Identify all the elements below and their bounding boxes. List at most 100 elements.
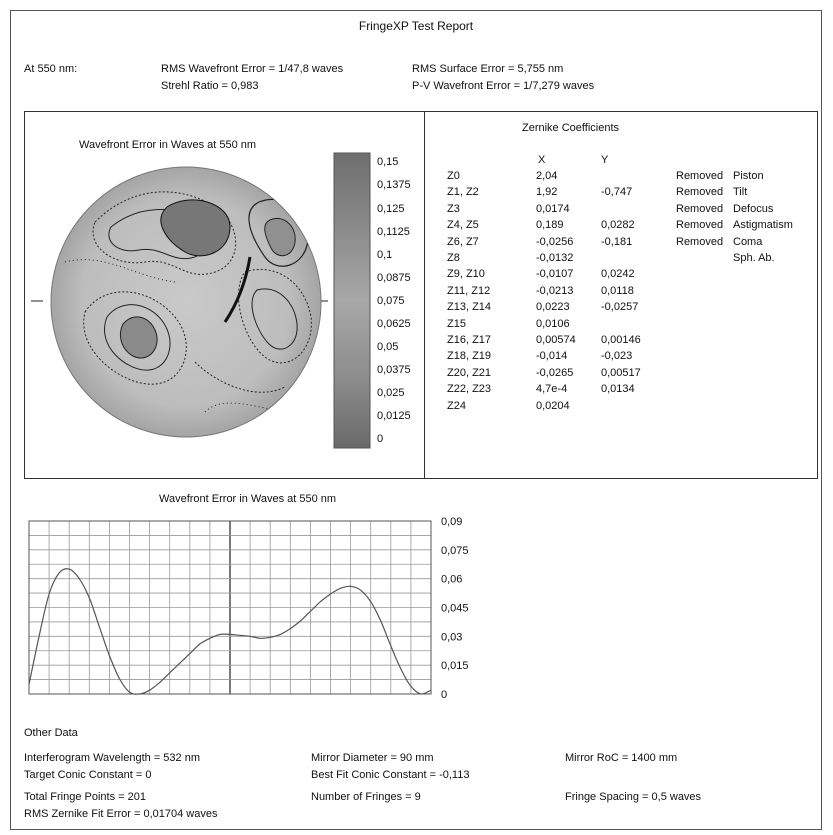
zernike-term: Z6, Z7 [447, 235, 479, 248]
strehl-ratio: Strehl Ratio = 0,983 [161, 80, 259, 92]
profile-chart-title: Wavefront Error in Waves at 550 nm [159, 493, 337, 505]
scale-label: 0,0125 [377, 410, 411, 422]
wavefront-map [31, 152, 371, 449]
zernike-term: Z0 [447, 170, 460, 182]
zernike-term: Z8 [447, 252, 460, 264]
zernike-x-value: 0,189 [536, 219, 564, 232]
zernike-y-value: -0,023 [601, 350, 633, 363]
zernike-x-value: -0,0256 [536, 235, 574, 248]
zernike-aberration-name: Piston [733, 170, 764, 182]
scale-label: 0,0625 [377, 318, 411, 330]
scale-label: 0,0375 [377, 364, 411, 376]
wavelength-label: At 550 nm: [24, 63, 78, 75]
rms-surface-error: RMS Surface Error = 5,755 nm [412, 63, 564, 75]
zernike-y-value: -0,181 [601, 235, 633, 248]
zernike-y-value: -0,0257 [601, 301, 639, 314]
y-tick-label: 0,075 [441, 545, 469, 557]
zernike-aberration-name: Coma [733, 235, 763, 248]
y-tick-label: 0,06 [441, 574, 462, 586]
zernike-x-value: -0,0213 [536, 284, 574, 297]
zernike-x-value: -0,0107 [536, 268, 574, 281]
scale-label: 0,15 [377, 156, 399, 168]
zernike-y-value: 0,0282 [601, 219, 635, 232]
zernike-x-value: 0,0204 [536, 399, 570, 412]
zernike-term: Z24 [447, 399, 466, 412]
scale-label: 0,1125 [377, 226, 410, 238]
zernike-x-value: 0,00574 [536, 334, 576, 346]
scale-label: 0,125 [377, 203, 405, 215]
pv-wavefront-error: P-V Wavefront Error = 1/7,279 waves [412, 80, 595, 92]
report-title: FringeXP Test Report [358, 19, 474, 33]
mirror-diameter: Mirror Diameter = 90 mm [311, 752, 434, 764]
zernike-x-value: -0,0132 [536, 252, 574, 264]
zernike-y-value: 0,00517 [601, 366, 641, 379]
zernike-term: Z4, Z5 [447, 219, 479, 232]
y-tick-label: 0,09 [441, 516, 462, 528]
wavefront-contours [64, 191, 312, 413]
zernike-y-value: 0,0242 [601, 268, 635, 281]
scale-label: 0 [377, 433, 384, 445]
zernike-x-value: 0,0174 [536, 202, 570, 215]
zernike-y-value: -0,747 [601, 186, 633, 199]
zernike-term: Z3 [447, 202, 460, 215]
scale-label: 0,05 [377, 341, 399, 353]
zernike-x-value: 0,0223 [536, 301, 570, 314]
total-fringe-points: Total Fringe Points = 201 [24, 791, 146, 803]
zernike-status: Removed [676, 219, 724, 232]
zernike-y-value: 0,0118 [601, 284, 634, 297]
zernike-term: Z18, Z19 [447, 350, 492, 363]
zernike-col-x: X [538, 154, 546, 166]
scale-label: 0,025 [377, 387, 405, 399]
wavefront-disc [50, 166, 322, 438]
scale-label: 0,1375 [377, 179, 411, 191]
zernike-status: Removed [676, 202, 724, 215]
profile-chart: 0,09 0,075 0,06 0,045 0,03 0,015 0 [28, 516, 469, 701]
zernike-aberration-name: Defocus [733, 202, 774, 215]
zernike-aberration-name: Astigmatism [733, 219, 793, 232]
zernike-col-y: Y [601, 154, 609, 166]
best-fit-conic-constant: Best Fit Conic Constant = -0,113 [311, 769, 470, 781]
zernike-y-value: 0,00146 [601, 334, 641, 346]
target-conic-constant: Target Conic Constant = 0 [24, 769, 152, 781]
zernike-term: Z9, Z10 [447, 268, 485, 281]
zernike-x-value: -0,014 [536, 350, 568, 363]
interferogram-wavelength: Interferogram Wavelength = 532 nm [24, 752, 200, 764]
other-data-title: Other Data [24, 727, 78, 739]
scale-label: 0,1 [377, 249, 393, 261]
rms-zernike-fit-error: RMS Zernike Fit Error = 0,01704 waves [24, 808, 218, 820]
zernike-x-value: 4,7e-4 [536, 383, 568, 396]
zernike-aberration-name: Tilt [733, 186, 748, 199]
scale-label: 0,075 [377, 295, 405, 307]
scale-label: 0,0875 [377, 272, 411, 284]
number-of-fringes: Number of Fringes = 9 [311, 791, 421, 803]
zernike-x-value: 0,0106 [536, 317, 570, 330]
zernike-y-value: 0,0134 [601, 383, 635, 396]
fringe-spacing: Fringe Spacing = 0,5 waves [565, 791, 702, 803]
mirror-roc: Mirror RoC = 1400 mm [565, 752, 678, 764]
profile-series-line [28, 568, 432, 695]
rms-wavefront-error: RMS Wavefront Error = 1/47,8 waves [161, 63, 344, 75]
panel-divider [424, 112, 425, 478]
zernike-status: Removed [676, 170, 724, 182]
y-tick-label: 0,03 [441, 631, 462, 643]
zernike-x-value: 1,92 [536, 186, 558, 199]
y-tick-label: 0,015 [441, 660, 469, 672]
wavefront-map-title: Wavefront Error in Waves at 550 nm [79, 139, 257, 151]
zernike-term: Z11, Z12 [447, 284, 491, 297]
report-frame: FringeXP Test Report At 550 nm: RMS Wave… [10, 10, 822, 830]
zernike-aberration-name: Sph. Ab. [733, 252, 775, 264]
zernike-term: Z13, Z14 [447, 301, 492, 314]
zernike-status: Removed [676, 235, 724, 248]
color-scale-bar [333, 152, 371, 449]
y-tick-label: 0,045 [441, 603, 469, 615]
zernike-x-value: 2,04 [536, 170, 558, 182]
chart-plot-frame [28, 520, 432, 695]
zernike-term: Z20, Z21 [447, 366, 492, 379]
analysis-panel: Wavefront Error in Waves at 550 nm [24, 111, 818, 479]
y-tick-label: 0 [441, 689, 447, 701]
zernike-term: Z15 [447, 317, 466, 330]
zernike-term: Z1, Z2 [447, 186, 479, 199]
zernike-x-value: -0,0265 [536, 366, 574, 379]
zernike-term: Z22, Z23 [447, 383, 492, 396]
zernike-term: Z16, Z17 [447, 334, 492, 346]
